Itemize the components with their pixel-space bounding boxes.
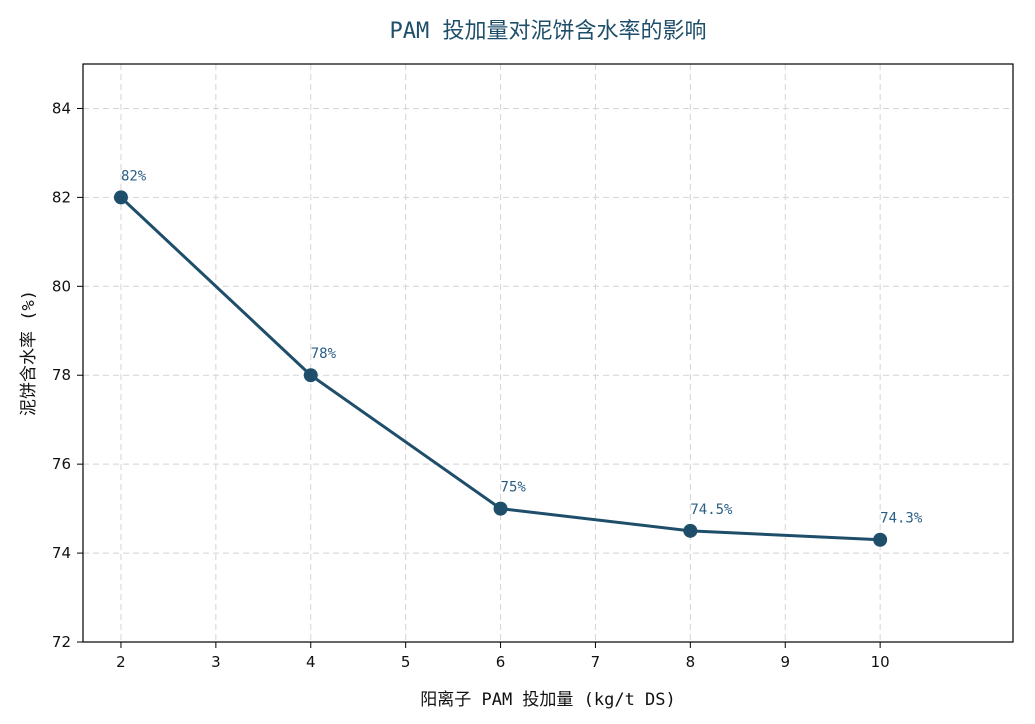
data-label: 78% <box>311 346 337 362</box>
x-tick-label: 8 <box>686 653 696 671</box>
data-label: 75% <box>501 480 527 496</box>
y-tick-label: 74 <box>52 544 71 562</box>
data-point <box>113 190 128 205</box>
plot-frame <box>82 63 1014 643</box>
x-tick-label: 4 <box>306 653 316 671</box>
x-tick-label: 9 <box>780 653 790 671</box>
x-tick-label: 3 <box>211 653 221 671</box>
data-point <box>493 501 508 516</box>
data-point <box>873 532 888 547</box>
y-tick-label: 84 <box>52 99 71 117</box>
y-axis-label: 泥饼含水率 (%) <box>19 290 39 416</box>
series-group <box>113 190 888 547</box>
data-point <box>303 368 318 383</box>
chart-title: PAM 投加量对泥饼含水率的影响 <box>390 19 707 44</box>
data-label: 74.3% <box>880 511 923 527</box>
x-axis-label: 阳离子 PAM 投加量 (kg/t DS) <box>420 690 676 710</box>
x-tick-label: 7 <box>591 653 601 671</box>
y-tick-label: 80 <box>52 277 71 295</box>
data-label: 82% <box>121 168 147 184</box>
x-tick-label: 10 <box>871 653 890 671</box>
x-tick-label: 5 <box>401 653 411 671</box>
data-label: 74.5% <box>690 502 733 518</box>
y-tick-label: 76 <box>52 455 71 473</box>
x-tick-label: 2 <box>116 653 126 671</box>
grid <box>83 64 1013 643</box>
data-point <box>683 523 698 538</box>
y-tick-label: 82 <box>52 188 71 206</box>
x-tick-label: 6 <box>496 653 506 671</box>
y-tick-label: 72 <box>52 633 71 651</box>
y-tick-label: 78 <box>52 366 71 384</box>
data-labels: 82% 78% 75% 74.5% 74.3% <box>121 168 923 526</box>
